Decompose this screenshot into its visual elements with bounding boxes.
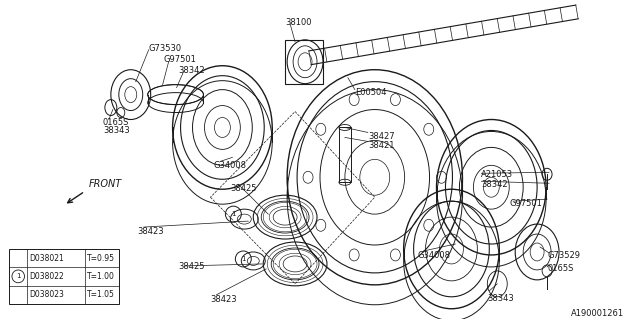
Text: 1: 1	[241, 256, 246, 262]
Text: 1: 1	[16, 273, 20, 279]
Text: T=0.95: T=0.95	[87, 254, 115, 263]
Text: G97501: G97501	[509, 199, 542, 208]
Text: A21053: A21053	[481, 170, 513, 179]
Text: 38343: 38343	[487, 294, 514, 303]
Text: G97501: G97501	[164, 55, 196, 64]
Text: 38100: 38100	[285, 18, 312, 27]
Text: 38342: 38342	[179, 66, 205, 75]
Text: 0165S: 0165S	[547, 264, 573, 273]
Text: T=1.05: T=1.05	[87, 290, 115, 299]
Text: 38425: 38425	[179, 262, 205, 271]
Text: 38342: 38342	[481, 180, 508, 189]
Text: D038023: D038023	[29, 290, 64, 299]
Text: D038021: D038021	[29, 254, 64, 263]
Text: G73529: G73529	[547, 251, 580, 260]
Text: 38423: 38423	[211, 295, 237, 304]
Text: G34008: G34008	[213, 161, 246, 170]
Text: 38425: 38425	[230, 184, 257, 193]
Text: 38343: 38343	[103, 126, 130, 135]
Text: G73530: G73530	[148, 44, 182, 53]
Bar	[285, 40, 323, 84]
Text: 0165S: 0165S	[103, 117, 129, 126]
Text: A190001261: A190001261	[571, 309, 624, 318]
Bar	[339, 127, 351, 182]
Text: 38421: 38421	[368, 141, 394, 150]
Text: 1: 1	[231, 211, 236, 217]
Text: 38423: 38423	[138, 227, 164, 236]
Text: T=1.00: T=1.00	[87, 272, 115, 281]
Text: E00504: E00504	[355, 88, 387, 97]
Text: FRONT: FRONT	[89, 179, 122, 189]
Text: 38427: 38427	[368, 132, 394, 141]
Bar	[9, 249, 119, 304]
Text: G34008: G34008	[418, 251, 451, 260]
Text: D038022: D038022	[29, 272, 64, 281]
